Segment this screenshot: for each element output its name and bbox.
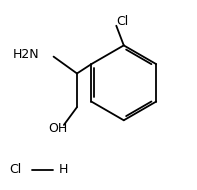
Text: H: H [59,163,69,176]
Text: Cl: Cl [9,163,22,176]
Text: H2N: H2N [13,48,40,61]
Text: Cl: Cl [116,15,128,28]
Text: OH: OH [49,122,68,135]
